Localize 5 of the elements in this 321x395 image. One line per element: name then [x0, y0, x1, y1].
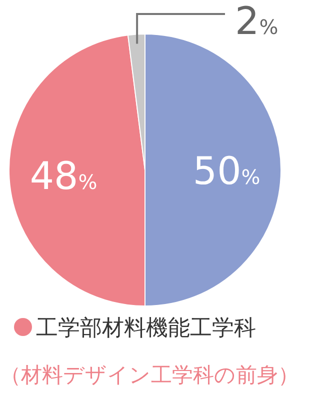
legend: 工学部材料機能工学科: [14, 316, 256, 341]
data-label: 48%: [30, 154, 98, 198]
data-label: 50%: [192, 149, 260, 193]
data-label: 2%: [235, 0, 278, 43]
text: （材料デザイン工学科の前身）: [0, 363, 299, 387]
